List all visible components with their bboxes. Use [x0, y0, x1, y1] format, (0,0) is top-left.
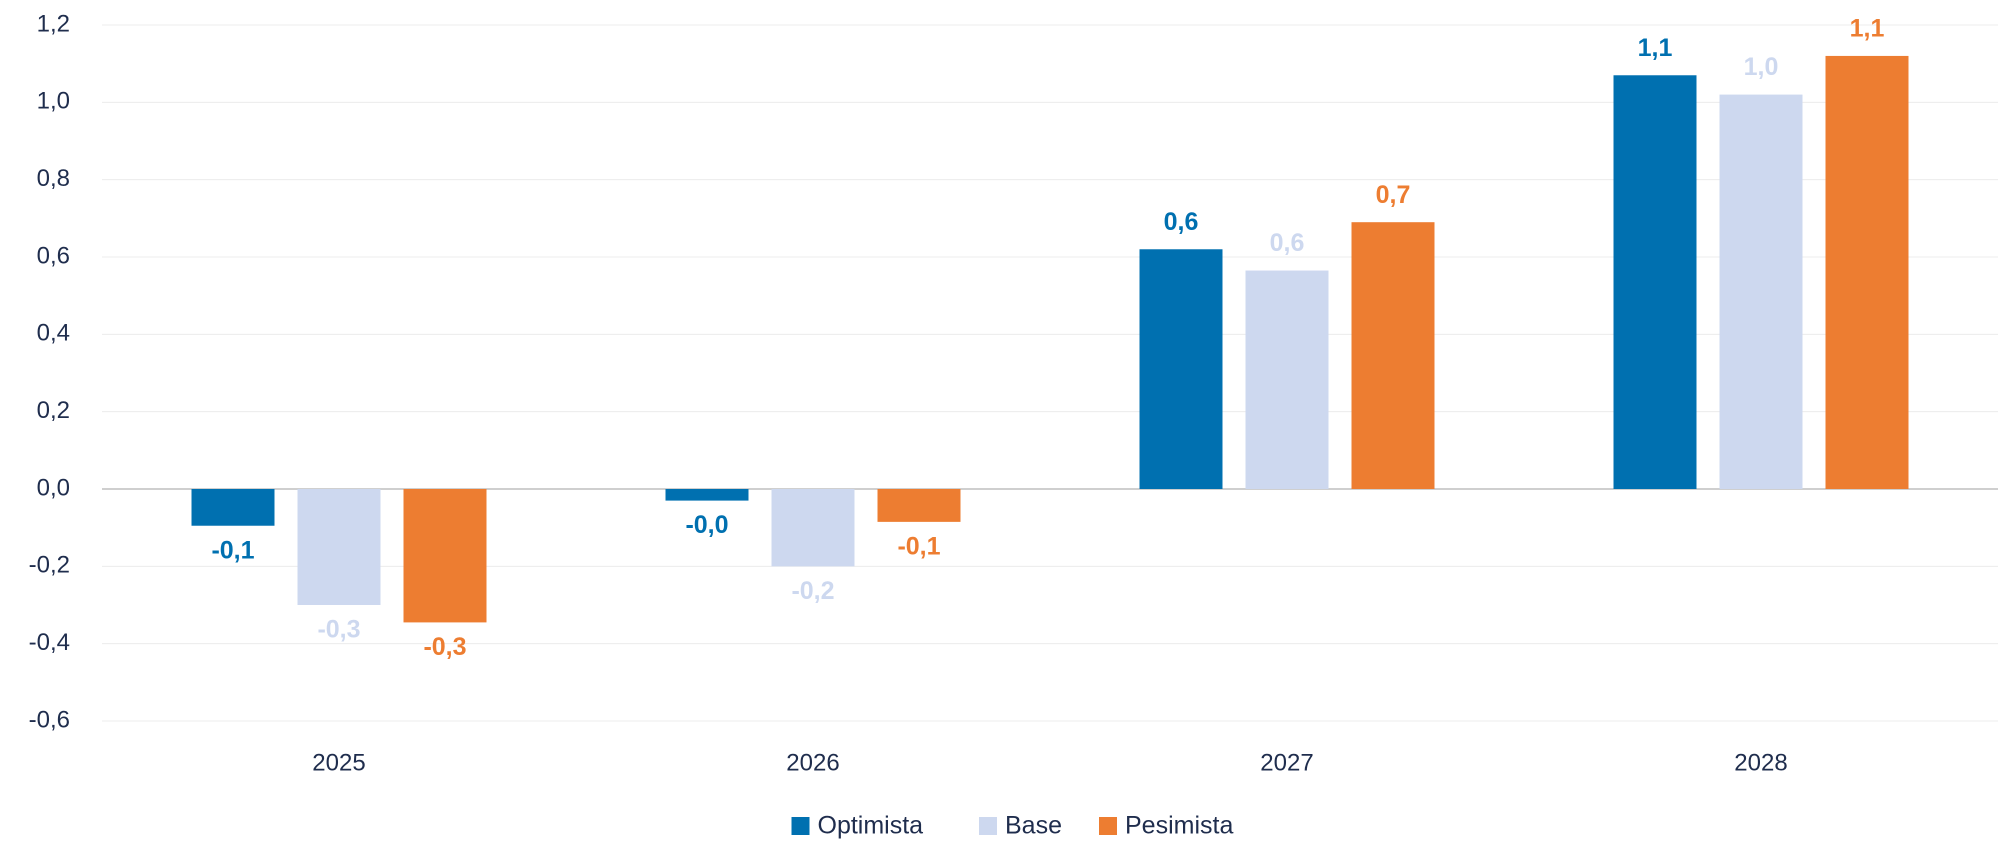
data-label: -0,3 — [423, 633, 466, 661]
legend-swatch — [1099, 817, 1117, 835]
x-tick-label: 2025 — [312, 749, 365, 776]
legend-swatch — [791, 817, 810, 835]
bar — [297, 489, 381, 605]
y-tick-label: 0,6 — [37, 242, 70, 269]
data-label: -0,0 — [685, 511, 728, 539]
y-tick-label: -0,4 — [29, 629, 70, 656]
bar — [1613, 75, 1697, 490]
data-label: 1,1 — [1850, 15, 1885, 43]
x-tick-label: 2027 — [1260, 749, 1313, 776]
data-label: -0,3 — [317, 616, 360, 644]
legend-label: Optimista — [818, 812, 924, 840]
y-tick-label: 1,0 — [37, 88, 70, 115]
data-label: 1,0 — [1744, 53, 1779, 81]
data-label: -0,2 — [791, 577, 834, 605]
legend-swatch — [979, 817, 997, 835]
y-tick-label: 0,2 — [37, 397, 70, 424]
bar — [191, 489, 275, 526]
bar — [877, 489, 961, 522]
bar — [665, 489, 749, 501]
bar — [771, 489, 855, 567]
legend-label: Pesimista — [1125, 812, 1233, 840]
data-label: -0,1 — [897, 532, 940, 560]
y-tick-label: -0,2 — [29, 552, 70, 579]
data-label: -0,1 — [211, 536, 254, 564]
y-tick-label: 0,0 — [37, 474, 70, 501]
bar — [1245, 270, 1329, 489]
bar — [1719, 94, 1803, 489]
data-label: 1,1 — [1638, 34, 1673, 62]
bar — [1825, 55, 1909, 489]
legend-label: Base — [1005, 812, 1062, 840]
data-label: 0,6 — [1270, 229, 1305, 257]
y-tick-label: -0,6 — [29, 706, 70, 733]
x-tick-label: 2028 — [1734, 749, 1787, 776]
bar — [1351, 222, 1435, 489]
x-tick-label: 2026 — [786, 749, 839, 776]
y-tick-label: 0,4 — [37, 320, 70, 347]
data-label: 0,7 — [1376, 181, 1411, 209]
bar — [1139, 249, 1223, 489]
data-label: 0,6 — [1164, 208, 1199, 236]
bar — [403, 489, 487, 623]
y-tick-label: 0,8 — [37, 165, 70, 192]
y-tick-label: 1,2 — [37, 10, 70, 37]
